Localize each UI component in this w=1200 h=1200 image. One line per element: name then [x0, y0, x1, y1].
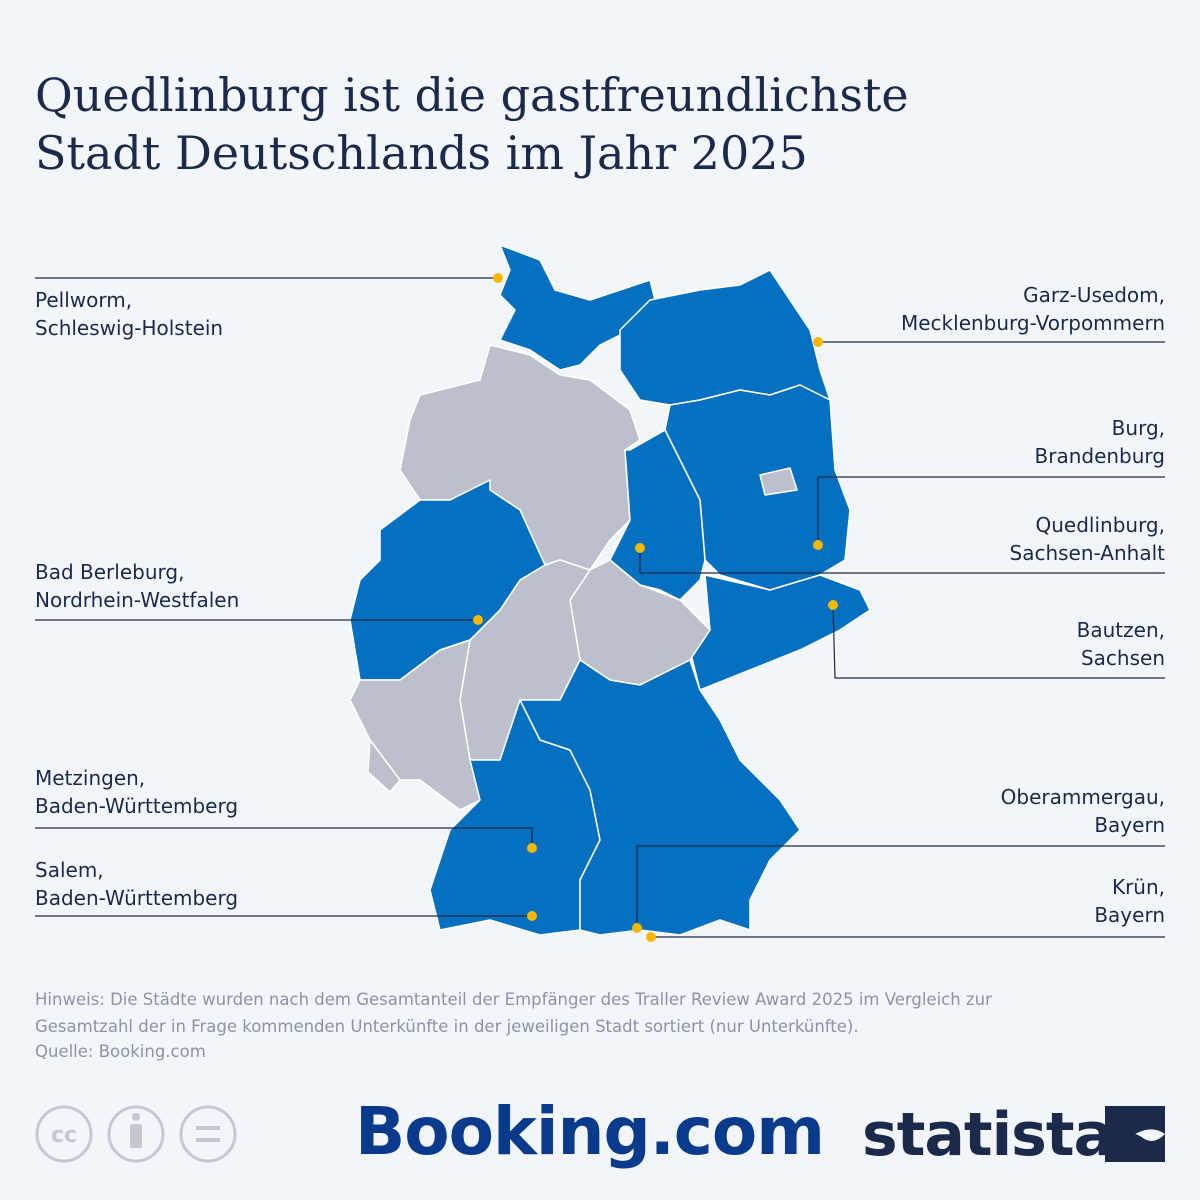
state-blue [689, 574, 871, 691]
city: Burg, [1111, 416, 1165, 440]
nd-icon [179, 1105, 237, 1163]
state: Bayern [1094, 903, 1165, 927]
statista-mark [1105, 1106, 1165, 1162]
city: Bautzen, [1076, 618, 1165, 642]
state: Nordrhein-Westfalen [35, 588, 240, 612]
city: Krün, [1111, 875, 1165, 899]
state: Brandenburg [1034, 444, 1166, 468]
leader-line [832, 604, 1165, 679]
location-label: Bautzen, Sachsen [1077, 616, 1165, 672]
city: Oberammergau, [1000, 785, 1165, 809]
leader-line [35, 827, 533, 848]
state-grey [367, 739, 401, 793]
title-line: Quedlinburg ist die gastfreundlichste [35, 68, 909, 122]
pin [635, 543, 645, 553]
title: Quedlinburg ist die gastfreundlichste St… [35, 66, 909, 182]
note: Hinweis: Die Städte wurden nach dem Gesa… [35, 990, 992, 1036]
city: Bad Berleburg, [35, 560, 185, 584]
location-label: Garz-Usedom, Mecklenburg-Vorpommern [901, 281, 1165, 337]
pin [632, 923, 642, 933]
location-label: Oberammergau, Bayern [1001, 783, 1165, 839]
pin [473, 615, 483, 625]
state: Mecklenburg-Vorpommern [901, 311, 1165, 335]
pin [813, 337, 823, 347]
state-blue [519, 659, 801, 936]
pin [493, 273, 503, 283]
title-line: Stadt Deutschlands im Jahr 2025 [35, 126, 808, 180]
pin [527, 911, 537, 921]
pin [527, 843, 537, 853]
location-label: Pellworm, Schleswig-Holstein [35, 286, 223, 342]
booking-logo: Booking.com [355, 1093, 825, 1170]
location-label: Metzingen, Baden-Württemberg [35, 764, 238, 820]
cc-icon [35, 1105, 93, 1163]
location-label: Salem, Baden-Württemberg [35, 856, 238, 912]
nd-bar [196, 1138, 220, 1142]
location-label: Bad Berleburg, Nordrhein-Westfalen [35, 558, 239, 614]
state: Schleswig-Holstein [35, 316, 224, 340]
location-label: Quedlinburg, Sachsen-Anhalt [1010, 511, 1166, 567]
state: Sachsen [1080, 646, 1165, 670]
by-body [130, 1124, 142, 1148]
cc-glyph: cc [51, 1123, 77, 1148]
leader-line [636, 845, 1165, 928]
city: Garz-Usedom, [1023, 283, 1165, 307]
state-grey [759, 467, 798, 496]
city: Salem, [35, 858, 104, 882]
statista-mark-bottom [1105, 1133, 1165, 1162]
leader-line [639, 548, 1165, 574]
city: Pellworm, [35, 288, 133, 312]
by-icon [107, 1105, 165, 1163]
location-label: Krün, Bayern [1094, 873, 1165, 929]
state-blue [499, 244, 656, 371]
city: Quedlinburg, [1035, 513, 1165, 537]
state: Baden-Württemberg [35, 794, 239, 818]
by-head [132, 1113, 140, 1121]
state: Baden-Württemberg [35, 886, 239, 910]
pin [646, 932, 656, 942]
statista-logo: statista [862, 1100, 1114, 1170]
nd-bar [196, 1126, 220, 1130]
city: Metzingen, [35, 766, 146, 790]
pin [813, 540, 823, 550]
leader-line [817, 476, 1165, 545]
state: Sachsen-Anhalt [1009, 541, 1166, 565]
pin [828, 600, 838, 610]
location-label: Burg, Brandenburg [1035, 414, 1166, 470]
state: Bayern [1094, 813, 1165, 837]
source: Quelle: Booking.com [35, 1042, 206, 1061]
